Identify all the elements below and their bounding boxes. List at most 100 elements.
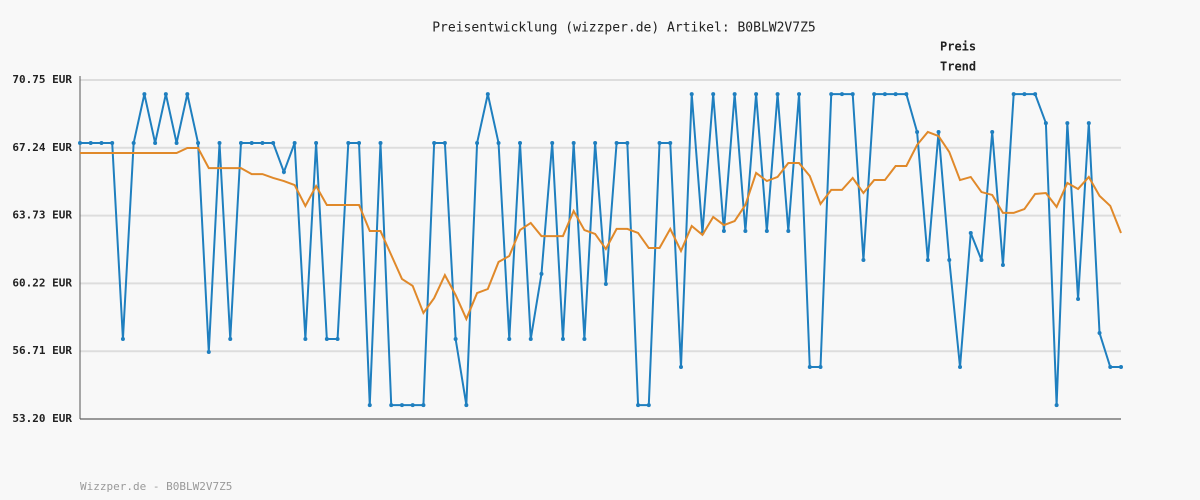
legend-label: Preis <box>940 40 976 54</box>
point <box>539 271 544 276</box>
point <box>764 229 769 234</box>
point <box>829 92 834 97</box>
point <box>1097 331 1102 336</box>
point <box>1033 92 1038 97</box>
point <box>915 129 920 134</box>
point <box>410 403 415 408</box>
point <box>797 92 802 97</box>
series-line <box>80 130 1122 322</box>
point <box>1000 263 1005 268</box>
point <box>990 129 995 134</box>
point <box>496 140 501 145</box>
point <box>711 92 716 97</box>
point <box>1108 365 1113 370</box>
point <box>453 337 458 342</box>
point <box>958 365 963 370</box>
point <box>442 140 447 145</box>
point <box>668 140 673 145</box>
point <box>153 140 158 145</box>
point <box>485 92 490 97</box>
y-tick-label: 70.75 EUR <box>12 73 72 86</box>
point <box>314 140 319 145</box>
point <box>185 92 190 97</box>
point <box>947 258 952 263</box>
point <box>925 258 930 263</box>
point <box>1076 297 1081 302</box>
point <box>571 140 576 145</box>
point <box>518 140 523 145</box>
point <box>678 365 683 370</box>
point <box>850 92 855 97</box>
point <box>646 403 651 408</box>
legend-label: Trend <box>940 60 976 74</box>
point <box>904 92 909 97</box>
point <box>249 140 254 145</box>
point <box>196 140 201 145</box>
point <box>238 140 243 145</box>
point <box>281 169 286 174</box>
point <box>1043 121 1048 126</box>
point <box>979 258 984 263</box>
point <box>1065 121 1070 126</box>
point <box>120 337 125 342</box>
point <box>689 92 694 97</box>
point <box>882 92 887 97</box>
point <box>743 229 748 234</box>
point <box>1011 92 1016 97</box>
point <box>78 140 82 145</box>
point <box>174 140 179 145</box>
y-tick-label: 56.71 EUR <box>12 344 72 357</box>
y-tick-label: 63.73 EUR <box>12 209 72 222</box>
point <box>603 281 608 286</box>
point <box>807 365 812 370</box>
point <box>88 140 93 145</box>
point <box>1054 403 1059 408</box>
point <box>721 229 726 234</box>
chart-title: Preisentwicklung (wizzper.de) Artikel: B… <box>432 21 816 36</box>
point <box>142 92 147 97</box>
point <box>292 140 297 145</box>
point <box>818 365 823 370</box>
point <box>432 140 437 145</box>
point <box>528 337 533 342</box>
point <box>389 403 394 408</box>
point <box>475 140 480 145</box>
y-tick-label: 67.24 EUR <box>12 141 72 154</box>
point <box>346 140 351 145</box>
footer: Wizzper.de - B0BLW2V7Z5 <box>80 480 232 493</box>
point <box>260 140 265 145</box>
point <box>206 349 211 354</box>
point <box>754 92 759 97</box>
point <box>324 337 329 342</box>
point <box>550 140 555 145</box>
point <box>163 92 168 97</box>
point <box>582 337 587 342</box>
point <box>228 337 233 342</box>
point <box>839 92 844 97</box>
point <box>625 140 630 145</box>
point <box>1119 365 1123 370</box>
point <box>378 140 383 145</box>
point <box>786 229 791 234</box>
point <box>357 140 362 145</box>
point <box>893 92 898 97</box>
point <box>732 92 737 97</box>
point <box>217 140 222 145</box>
point <box>367 403 372 408</box>
point <box>936 129 941 134</box>
point <box>131 140 136 145</box>
point <box>303 337 308 342</box>
point <box>593 140 598 145</box>
point <box>464 403 469 408</box>
point <box>968 230 973 235</box>
point <box>507 337 512 342</box>
point <box>614 140 619 145</box>
point <box>775 92 780 97</box>
y-tick-label: 60.22 EUR <box>12 276 72 289</box>
point <box>1022 92 1027 97</box>
point <box>335 337 340 342</box>
point <box>110 140 115 145</box>
point <box>872 92 877 97</box>
